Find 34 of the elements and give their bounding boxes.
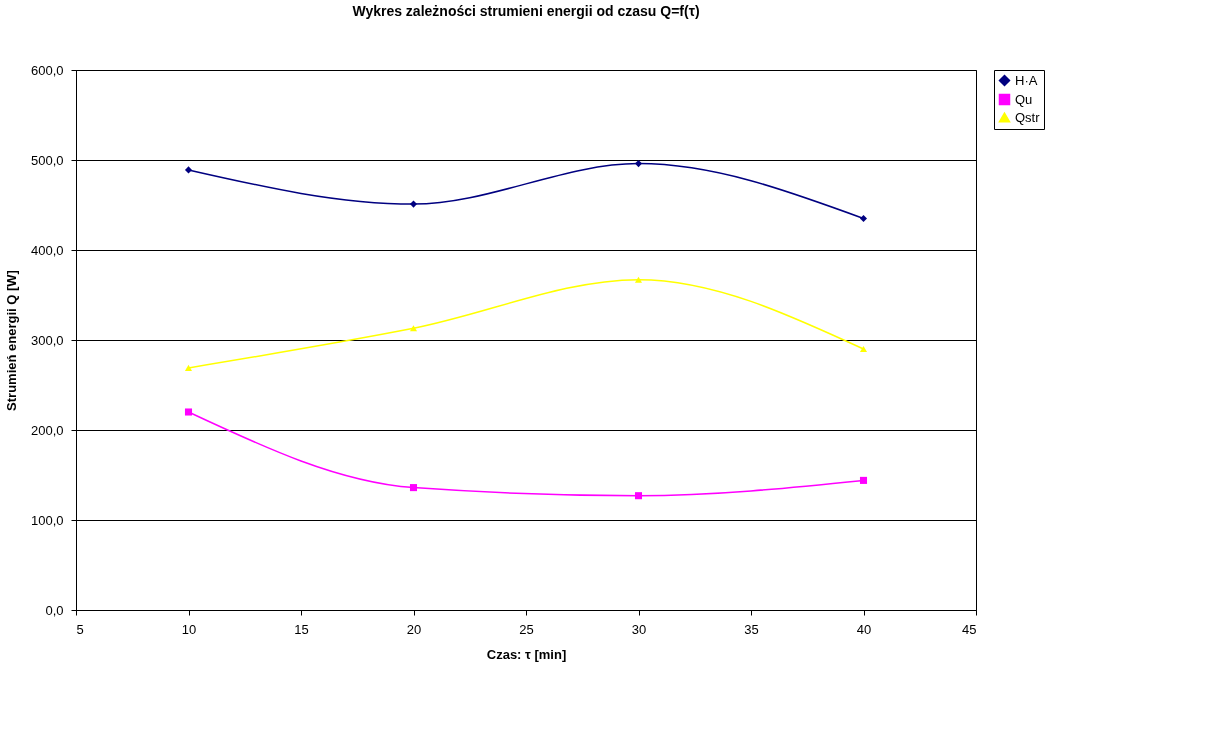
x-tick-label: 45 xyxy=(962,621,977,637)
point xyxy=(859,214,868,223)
y-tick-label: 0,0 xyxy=(45,602,64,618)
legend-label: Qu xyxy=(1015,91,1033,107)
point xyxy=(634,160,643,168)
point xyxy=(409,484,418,492)
y-tick-label: 500,0 xyxy=(30,152,64,168)
x-tick-label: 35 xyxy=(744,621,759,637)
y-tick-label: 200,0 xyxy=(30,422,64,438)
x-tick-label: 5 xyxy=(76,621,84,637)
x-tick-label: 25 xyxy=(519,621,534,637)
x-tick-label: 40 xyxy=(856,621,872,637)
point xyxy=(184,408,193,416)
y-tick-label: 300,0 xyxy=(30,332,64,348)
x-tick-label: 10 xyxy=(181,621,197,637)
x-tick-label: 30 xyxy=(631,621,647,637)
y-tick-label: 100,0 xyxy=(30,512,64,528)
point xyxy=(409,200,418,208)
x-tick-label: 15 xyxy=(294,621,309,637)
point xyxy=(634,276,643,283)
y-tick-label: 600,0 xyxy=(30,62,64,78)
point xyxy=(634,492,643,500)
point xyxy=(859,345,868,353)
y-axis-title: Strumień energii Q [W] xyxy=(3,270,19,411)
legend-label: Qstr xyxy=(1015,109,1041,125)
point xyxy=(184,364,193,371)
point xyxy=(859,476,868,484)
legend-label: H·A xyxy=(1015,72,1038,88)
x-axis-title: Czas: τ [min] xyxy=(486,646,567,662)
x-tick-label: 20 xyxy=(406,621,422,637)
y-tick-label: 400,0 xyxy=(30,242,64,258)
point xyxy=(184,166,193,174)
point xyxy=(409,325,418,332)
chart-title: Wykres zależności strumieni energii od czasu Q=f(τ) xyxy=(352,3,700,19)
